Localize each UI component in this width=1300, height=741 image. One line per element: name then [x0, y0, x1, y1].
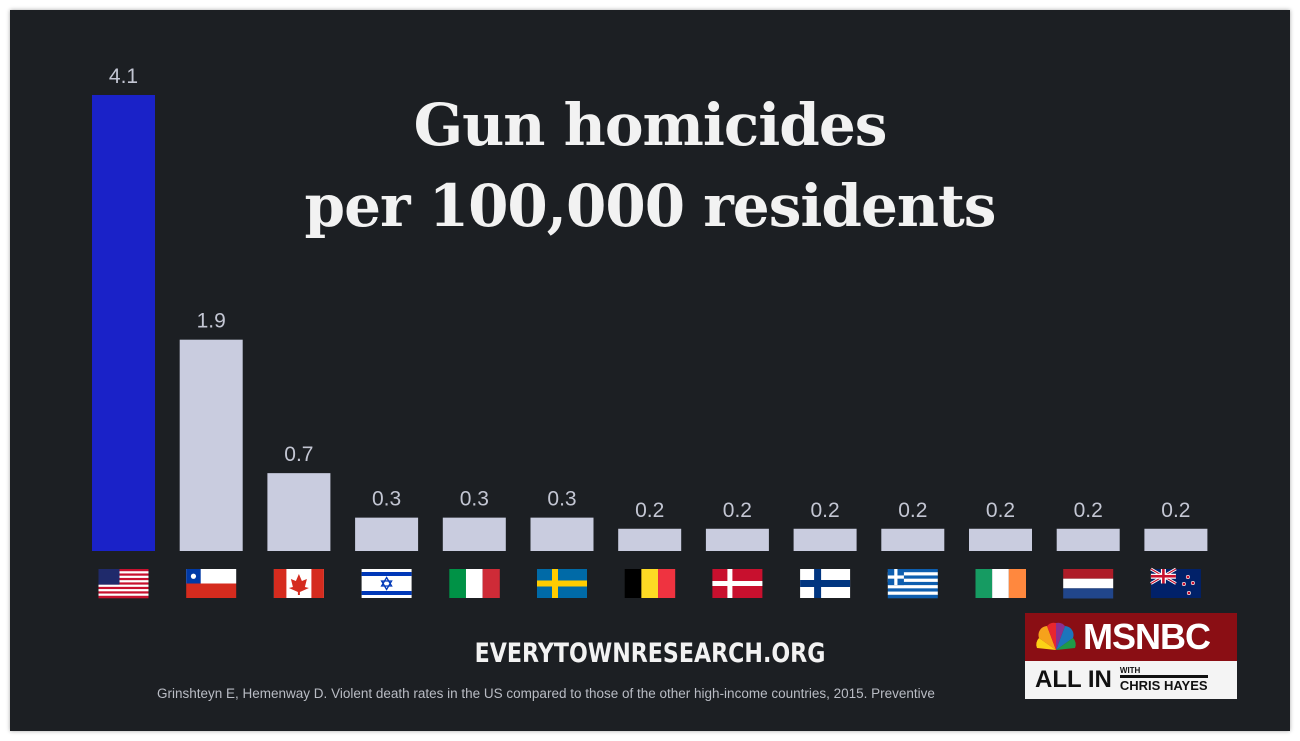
ireland-flag-icon [975, 569, 1026, 598]
network-logo-bar: MSNBC [1025, 613, 1237, 661]
finland-flag-icon [800, 569, 851, 598]
bar-netherlands [1056, 528, 1120, 551]
bar-belgium [618, 528, 682, 551]
peacock-icon [1036, 622, 1076, 650]
chart-title-line-2: per 100,000 residents [304, 172, 997, 240]
bar-denmark [705, 528, 769, 551]
israel-flag-icon [361, 569, 412, 598]
denmark-flag-icon [712, 569, 763, 598]
channel-logo: MSNBC ALL IN WITH CHRIS HAYES [1025, 613, 1237, 699]
value-label: 4.1 [109, 65, 138, 88]
belgium-flag-icon [624, 569, 676, 598]
bar-united-states [92, 95, 155, 551]
chile-flag-icon [186, 569, 237, 598]
bar-ireland [969, 528, 1032, 551]
value-label: 0.3 [460, 488, 489, 511]
netherlands-flag-icon [1063, 569, 1114, 599]
value-label: 0.3 [372, 488, 401, 511]
value-label: 0.2 [723, 499, 752, 522]
bar-italy [442, 517, 506, 551]
bar-new-zealand [1144, 528, 1208, 551]
value-label: 0.7 [284, 443, 313, 466]
italy-flag-icon [449, 569, 500, 598]
value-label: 0.2 [986, 499, 1015, 522]
greece-flag-icon [887, 569, 938, 599]
sweden-flag-icon [537, 569, 587, 598]
chart-title-line-1: Gun homicides [413, 91, 888, 159]
us-flag-icon [98, 569, 149, 599]
bar-chart: 4.1 1.9 0.7 0.3 0.3 0.3 0.2 0.2 0.2 0.2 0.2 0.2 0.2 [92, 65, 1208, 599]
with-label: WITH [1119, 666, 1141, 675]
bar-sweden [530, 517, 594, 551]
bar-israel [355, 517, 419, 551]
host-block: WITH CHRIS HAYES [1119, 666, 1208, 693]
new-zealand-flag-icon [1150, 567, 1201, 598]
network-name: MSNBC [1083, 616, 1211, 657]
bar-finland [793, 528, 857, 551]
value-label: 0.2 [810, 499, 839, 522]
chart-panel: 4.1 1.9 0.7 0.3 0.3 0.3 0.2 0.2 0.2 0.2 0.2 0.2 0.2 … [10, 10, 1290, 731]
value-label: 0.2 [1074, 499, 1103, 522]
show-name: ALL IN [1035, 666, 1112, 693]
source-website: EVERYTOWNRESEARCH.ORG [474, 638, 826, 669]
value-label: 0.2 [1161, 499, 1190, 522]
show-logo-bar: ALL IN WITH CHRIS HAYES [1025, 661, 1237, 699]
value-label: 0.2 [898, 499, 927, 522]
value-label: 0.2 [635, 499, 664, 522]
host-name: CHRIS HAYES [1119, 675, 1208, 693]
bar-canada [267, 473, 331, 551]
source-citation: Grinshteyn E, Hemenway D. Violent death … [157, 686, 935, 701]
value-label: 1.9 [197, 310, 226, 333]
canada-flag-icon [273, 569, 324, 598]
bar-greece [881, 528, 945, 551]
bar-chile [179, 339, 243, 551]
value-label: 0.3 [547, 488, 576, 511]
